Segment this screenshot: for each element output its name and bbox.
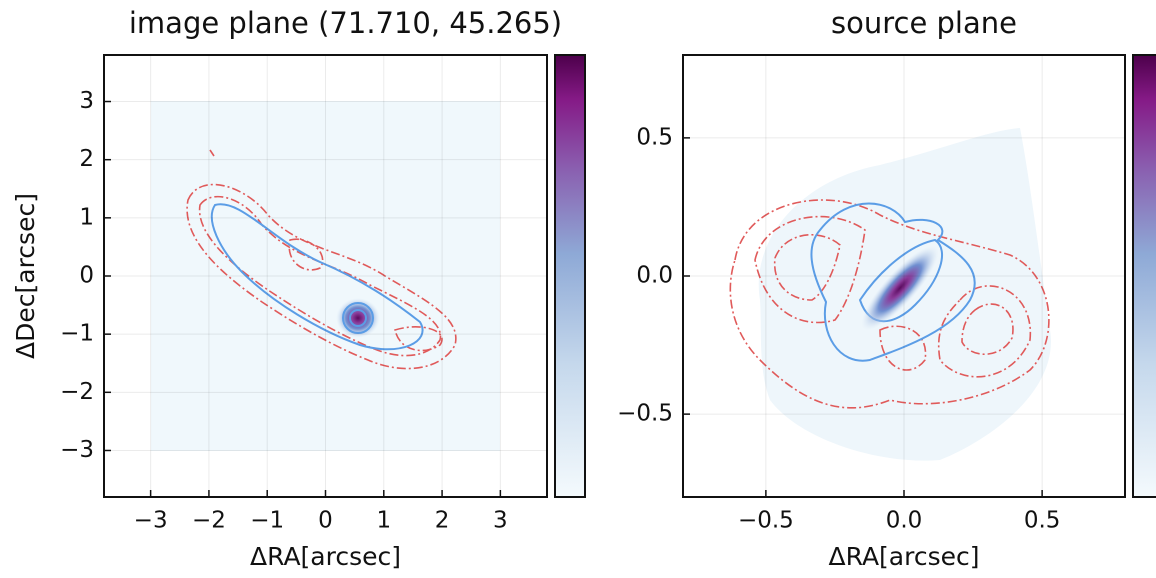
x-tick-label: 0.0 (886, 508, 923, 534)
y-tick-label: 0 (79, 263, 94, 289)
x-tick-label: 1 (376, 508, 391, 534)
y-tick-label: −2 (60, 379, 94, 405)
colorbar (554, 54, 586, 498)
y-tick-label: 3 (79, 88, 94, 114)
x-tick-label: −3 (134, 508, 168, 534)
x-tick-label: −2 (192, 508, 226, 534)
y-axis-label: ΔDec[arcsec] (11, 193, 40, 359)
x-tick-label: 0.5 (1024, 508, 1061, 534)
y-tick-label: −3 (60, 437, 94, 463)
image (151, 101, 500, 451)
x-tick-label: 3 (493, 508, 508, 534)
contour (210, 203, 424, 351)
contour (209, 149, 443, 352)
y-tick-label: 0.5 (636, 124, 673, 150)
y-tick-label: 2 (79, 146, 94, 172)
image-panel-2 (729, 128, 1051, 461)
y-tick-label: −1 (60, 321, 94, 347)
x-tick-label: 2 (435, 508, 450, 534)
chart-title: source plane (831, 6, 1017, 40)
axes-frame (682, 54, 1126, 498)
x-axis-label: ΔRA[arcsec] (828, 542, 979, 571)
contour (186, 183, 457, 370)
chart-title: image plane (71.710, 45.265) (129, 6, 562, 40)
image-panel-1 (151, 101, 500, 451)
contour (773, 233, 1014, 355)
x-tick-label: 0 (318, 508, 333, 534)
colorbar (1132, 54, 1156, 498)
contour (349, 309, 367, 327)
x-tick-label: −1 (250, 508, 284, 534)
contour (754, 215, 1031, 378)
contour (729, 199, 1050, 409)
axes-frame (103, 54, 548, 498)
x-axis-label: ΔRA[arcsec] (250, 542, 401, 571)
x-tick-label: −0.5 (738, 508, 794, 534)
y-tick-label: 1 (79, 204, 94, 230)
source-peak (861, 245, 939, 331)
contour (810, 202, 976, 362)
contour (342, 302, 374, 334)
y-tick-label: 0.0 (636, 263, 673, 289)
y-tick-label: −0.5 (617, 401, 673, 427)
